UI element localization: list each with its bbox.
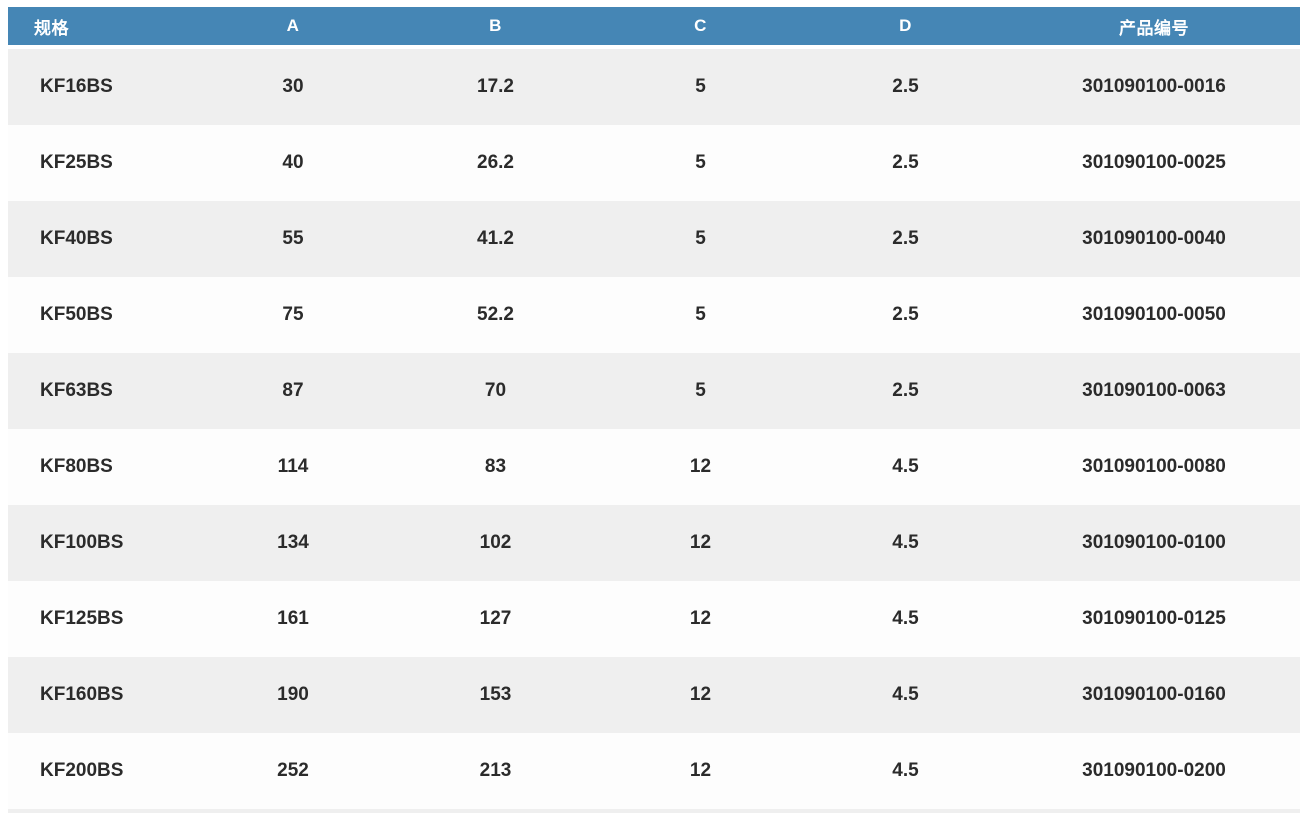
cell-a: 87 bbox=[193, 353, 393, 429]
cell-a: 30 bbox=[193, 47, 393, 125]
cell-c: 5 bbox=[598, 353, 803, 429]
cell-c: 5 bbox=[598, 125, 803, 201]
cell-part-no: 301090100-0050 bbox=[1008, 277, 1300, 353]
column-header-a: A bbox=[193, 7, 393, 49]
table-row: KF16BS 30 17.2 5 2.5 301090100-0016 bbox=[8, 47, 1300, 125]
cell-a: 55 bbox=[193, 201, 393, 277]
cell-part-no: 301090100-0100 bbox=[1008, 505, 1300, 581]
cell-a: 134 bbox=[193, 505, 393, 581]
cell-d: 4.5 bbox=[803, 733, 1008, 809]
cell-b: 70 bbox=[393, 353, 598, 429]
cell-d: 2.5 bbox=[803, 277, 1008, 353]
cell-a: 40 bbox=[193, 125, 393, 201]
cell-d: 4.5 bbox=[803, 429, 1008, 505]
cell-b: 127 bbox=[393, 581, 598, 657]
cell-spec: KF160BS bbox=[8, 657, 193, 733]
cell-b: 41.2 bbox=[393, 201, 598, 277]
column-header-d: D bbox=[803, 7, 1008, 49]
cell-part-no: 301090100-0040 bbox=[1008, 201, 1300, 277]
cell-part-no: 301090100-0125 bbox=[1008, 581, 1300, 657]
table-row: KF160BS 190 153 12 4.5 301090100-0160 bbox=[8, 657, 1300, 733]
cell-d: 4.5 bbox=[803, 657, 1008, 733]
cell-b: 83 bbox=[393, 429, 598, 505]
table-row: KF63BS 87 70 5 2.5 301090100-0063 bbox=[8, 353, 1300, 429]
cell-a: 190 bbox=[193, 657, 393, 733]
cell-c: 5 bbox=[598, 47, 803, 125]
cell-b: 102 bbox=[393, 505, 598, 581]
table-row: KF100BS 134 102 12 4.5 301090100-0100 bbox=[8, 505, 1300, 581]
cell-d: 2.5 bbox=[803, 47, 1008, 125]
cell-spec: KF100BS bbox=[8, 505, 193, 581]
column-header-part-no: 产品编号 bbox=[1008, 7, 1300, 49]
cell-spec: KF125BS bbox=[8, 581, 193, 657]
cell-part-no: 301090100-0025 bbox=[1008, 125, 1300, 201]
spec-table: 规格 A B C D 产品编号 KF16BS 30 17.2 5 2.5 301… bbox=[8, 7, 1300, 809]
cell-spec: KF50BS bbox=[8, 277, 193, 353]
cell-b: 52.2 bbox=[393, 277, 598, 353]
column-header-b: B bbox=[393, 7, 598, 49]
table-row: KF40BS 55 41.2 5 2.5 301090100-0040 bbox=[8, 201, 1300, 277]
cell-spec: KF40BS bbox=[8, 201, 193, 277]
cell-spec: KF200BS bbox=[8, 733, 193, 809]
cell-d: 2.5 bbox=[803, 125, 1008, 201]
table-body: KF16BS 30 17.2 5 2.5 301090100-0016 KF25… bbox=[8, 47, 1300, 809]
cell-c: 12 bbox=[598, 429, 803, 505]
column-header-spec: 规格 bbox=[8, 7, 193, 49]
cell-a: 161 bbox=[193, 581, 393, 657]
table-row: KF25BS 40 26.2 5 2.5 301090100-0025 bbox=[8, 125, 1300, 201]
cell-spec: KF25BS bbox=[8, 125, 193, 201]
cell-a: 252 bbox=[193, 733, 393, 809]
table-row: KF80BS 114 83 12 4.5 301090100-0080 bbox=[8, 429, 1300, 505]
cell-c: 12 bbox=[598, 733, 803, 809]
cell-part-no: 301090100-0016 bbox=[1008, 47, 1300, 125]
table-row: KF200BS 252 213 12 4.5 301090100-0200 bbox=[8, 733, 1300, 809]
cell-spec: KF63BS bbox=[8, 353, 193, 429]
cell-d: 4.5 bbox=[803, 581, 1008, 657]
cell-d: 4.5 bbox=[803, 505, 1008, 581]
cell-c: 12 bbox=[598, 581, 803, 657]
cell-c: 12 bbox=[598, 505, 803, 581]
cell-a: 114 bbox=[193, 429, 393, 505]
cell-b: 153 bbox=[393, 657, 598, 733]
cell-b: 17.2 bbox=[393, 47, 598, 125]
cell-b: 26.2 bbox=[393, 125, 598, 201]
cell-a: 75 bbox=[193, 277, 393, 353]
cell-d: 2.5 bbox=[803, 353, 1008, 429]
cell-b: 213 bbox=[393, 733, 598, 809]
cell-d: 2.5 bbox=[803, 201, 1008, 277]
next-row-partial bbox=[8, 809, 1300, 813]
cell-spec: KF80BS bbox=[8, 429, 193, 505]
cell-c: 12 bbox=[598, 657, 803, 733]
table-row: KF125BS 161 127 12 4.5 301090100-0125 bbox=[8, 581, 1300, 657]
cell-part-no: 301090100-0080 bbox=[1008, 429, 1300, 505]
cell-part-no: 301090100-0063 bbox=[1008, 353, 1300, 429]
table-header: 规格 A B C D 产品编号 bbox=[8, 7, 1300, 49]
cell-part-no: 301090100-0160 bbox=[1008, 657, 1300, 733]
column-header-c: C bbox=[598, 7, 803, 49]
cell-part-no: 301090100-0200 bbox=[1008, 733, 1300, 809]
cell-spec: KF16BS bbox=[8, 47, 193, 125]
cell-c: 5 bbox=[598, 201, 803, 277]
cell-c: 5 bbox=[598, 277, 803, 353]
table-row: KF50BS 75 52.2 5 2.5 301090100-0050 bbox=[8, 277, 1300, 353]
table-header-row: 规格 A B C D 产品编号 bbox=[8, 7, 1300, 49]
